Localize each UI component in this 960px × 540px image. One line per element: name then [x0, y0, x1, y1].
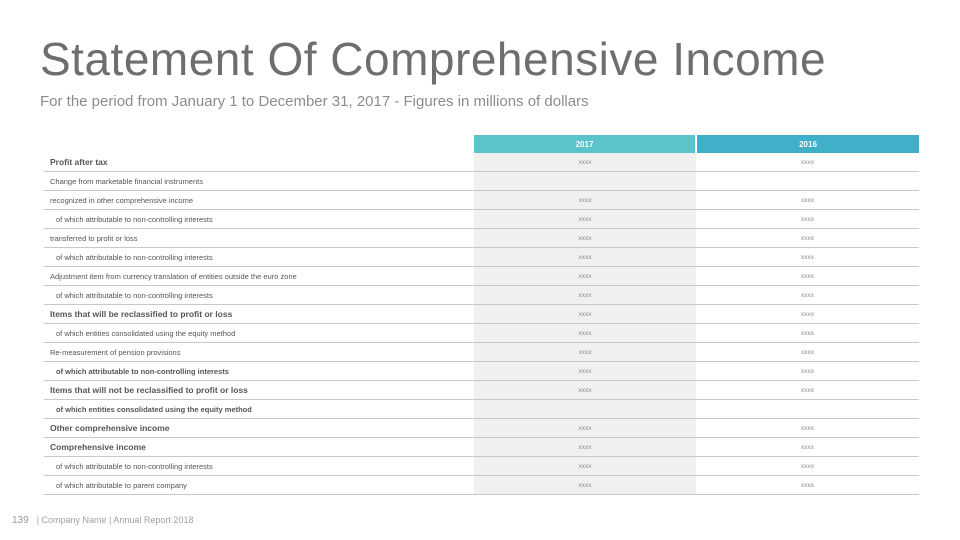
income-statement-table: 2017 2016 Profit after tax xxxx xxxx Change…	[44, 135, 919, 495]
value-2016: xxxx	[696, 323, 919, 343]
table-row: of which attributable to parent company x…	[44, 475, 919, 495]
value-2017: xxxx	[474, 418, 696, 438]
value-2017: xxxx	[474, 266, 696, 286]
row-label: Re-measurement of pension provisions	[44, 342, 474, 362]
value-2017: xxxx	[474, 285, 696, 305]
value-2016: xxxx	[696, 380, 919, 400]
table-row: recognized in other comprehensive income…	[44, 190, 919, 210]
row-label: Other comprehensive income	[44, 418, 474, 438]
value-2017: xxxx	[474, 190, 696, 210]
table-row: Items that will not be reclassified to p…	[44, 380, 919, 400]
table-body: Profit after tax xxxx xxxx Change from mark…	[44, 153, 919, 495]
value-2017: xxxx	[474, 153, 696, 172]
value-2016: xxxx	[696, 361, 919, 381]
header-year-2016: 2016	[696, 135, 919, 153]
value-2017: xxxx	[474, 209, 696, 229]
table-row: transferred to profit or loss xxxx xxxx	[44, 228, 919, 248]
table-row: Profit after tax xxxx xxxx	[44, 153, 919, 172]
value-2016: xxxx	[696, 342, 919, 362]
row-label: transferred to profit or loss	[44, 228, 474, 248]
value-2016: xxxx	[696, 437, 919, 457]
table-row: of which attributable to non-controlling…	[44, 456, 919, 476]
value-2016: xxxx	[696, 247, 919, 267]
table-row: Adjustment item from currency translatio…	[44, 266, 919, 286]
table-row: of which attributable to non-controlling…	[44, 247, 919, 267]
row-label: Items that will be reclassified to profi…	[44, 304, 474, 324]
value-2017: xxxx	[474, 323, 696, 343]
row-label: of which attributable to non-controlling…	[44, 247, 474, 267]
row-label: recognized in other comprehensive income	[44, 190, 474, 210]
value-2017: xxxx	[474, 247, 696, 267]
table-row: Change from marketable financial instrum…	[44, 171, 919, 191]
row-label: of which attributable to non-controlling…	[44, 361, 474, 381]
income-statement-table-container: 2017 2016 Profit after tax xxxx xxxx Change…	[44, 135, 919, 495]
page-footer: 139 | Company Name | Annual Report 2018	[12, 515, 193, 526]
table-row: of which attributable to non-controlling…	[44, 361, 919, 381]
footer-text: | Company Name | Annual Report 2018	[36, 515, 194, 525]
table-row: of which entities consolidated using the…	[44, 399, 919, 419]
value-2017: xxxx	[474, 304, 696, 324]
value-2016: xxxx	[696, 456, 919, 476]
value-2016: xxxx	[696, 285, 919, 305]
header-year-2017: 2017	[474, 135, 697, 153]
table-row: of which attributable to non-controlling…	[44, 285, 919, 305]
value-2016	[696, 171, 919, 191]
row-label: of which entities consolidated using the…	[44, 399, 474, 419]
row-label: of which attributable to parent company	[44, 475, 474, 495]
value-2016: xxxx	[696, 228, 919, 248]
row-label: Items that will not be reclassified to p…	[44, 380, 474, 400]
value-2016: xxxx	[696, 418, 919, 438]
value-2017: xxxx	[474, 456, 696, 476]
table-row: Re-measurement of pension provisions xxxx…	[44, 342, 919, 362]
row-label: of which attributable to non-controlling…	[44, 456, 474, 476]
row-label: Change from marketable financial instrum…	[44, 171, 474, 191]
table-row: Comprehensive income xxxx xxxx	[44, 437, 919, 457]
value-2016: xxxx	[696, 266, 919, 286]
row-label: of which attributable to non-controlling…	[44, 209, 474, 229]
table-row: Items that will be reclassified to profi…	[44, 304, 919, 324]
row-label: of which entities consolidated using the…	[44, 323, 474, 343]
table-row: of which attributable to non-controlling…	[44, 209, 919, 229]
value-2016	[696, 399, 919, 419]
value-2016: xxxx	[696, 304, 919, 324]
value-2016: xxxx	[696, 153, 919, 172]
value-2017: xxxx	[474, 228, 696, 248]
value-2017	[474, 399, 696, 419]
page-number: 139	[12, 515, 29, 526]
value-2017: xxxx	[474, 361, 696, 381]
row-label: of which attributable to non-controlling…	[44, 285, 474, 305]
value-2016: xxxx	[696, 190, 919, 210]
table-header-row: 2017 2016	[44, 135, 919, 153]
row-label: Profit after tax	[44, 153, 474, 172]
page-title: Statement Of Comprehensive Income	[40, 33, 827, 85]
value-2017	[474, 171, 696, 191]
page-subtitle: For the period from January 1 to Decembe…	[40, 93, 589, 110]
value-2016: xxxx	[696, 475, 919, 495]
value-2017: xxxx	[474, 342, 696, 362]
value-2017: xxxx	[474, 380, 696, 400]
table-row: Other comprehensive income xxxx xxxx	[44, 418, 919, 438]
value-2017: xxxx	[474, 437, 696, 457]
row-label: Adjustment item from currency translatio…	[44, 266, 474, 286]
value-2017: xxxx	[474, 475, 696, 495]
value-2016: xxxx	[696, 209, 919, 229]
row-label: Comprehensive income	[44, 437, 474, 457]
table-row: of which entities consolidated using the…	[44, 323, 919, 343]
header-label-column	[44, 135, 474, 153]
